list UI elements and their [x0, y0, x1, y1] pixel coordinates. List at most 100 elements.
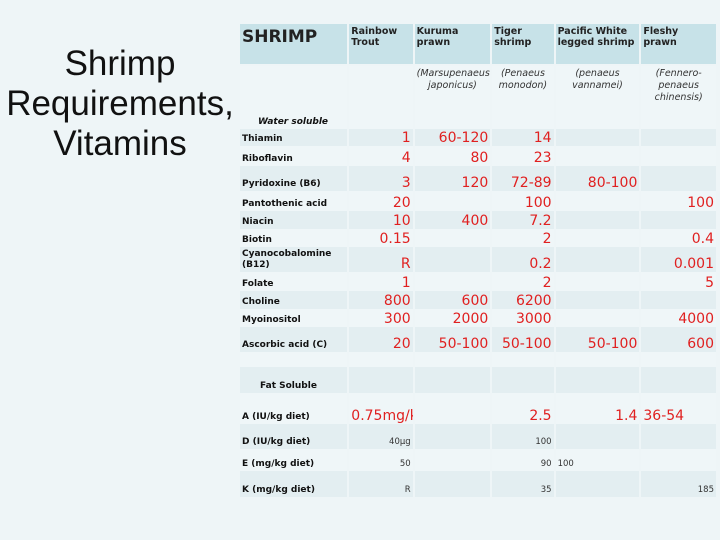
table-row: K (mg/kg diet) R 35 185 [240, 471, 716, 497]
table-row: Choline 800 600 6200 [240, 291, 716, 309]
table-row: Pantothenic acid 20 100 100 [240, 191, 716, 211]
table-row: Biotin 0.15 2 0.4 [240, 229, 716, 247]
value-cell: 120 [414, 166, 491, 191]
value-cell: 60-120 [414, 129, 491, 146]
value-cell [414, 191, 491, 211]
value-cell: 20 [349, 327, 413, 352]
value-cell: R [349, 247, 413, 272]
row-label: E (mg/kg diet) [240, 449, 348, 471]
value-cell [414, 471, 491, 497]
row-label: Folate [240, 272, 348, 291]
value-cell: 185 [641, 471, 716, 497]
value-cell [555, 471, 640, 497]
value-cell: 100 [492, 424, 554, 449]
table-row: Riboflavin 4 80 23 [240, 146, 716, 166]
value-cell: 50-100 [414, 327, 491, 352]
species-row: (Marsupenaeus japonicus) (Penaeus monodon… [240, 66, 716, 104]
value-cell: R [349, 471, 413, 497]
value-cell: 4000 [641, 309, 716, 327]
row-label: Thiamin [240, 129, 348, 146]
value-cell: 3000 [492, 309, 554, 327]
value-cell: 2 [492, 229, 554, 247]
table-row: D (IU/kg diet) 40µg 100 [240, 424, 716, 449]
species-cell [349, 66, 413, 104]
row-label: Niacin [240, 211, 348, 229]
species-cell: (Penaeus monodon) [492, 66, 554, 104]
value-cell [555, 104, 640, 129]
slide-title: Shrimp Requirements, Vitamins [6, 44, 234, 163]
value-cell: 50-100 [492, 327, 554, 352]
row-label [240, 352, 348, 367]
value-cell: 1.4 [555, 393, 640, 424]
row-label: Cyanocobalomine (B12) [240, 247, 348, 272]
value-cell: 100 [641, 191, 716, 211]
value-cell: 6200 [492, 291, 554, 309]
column-header: Tiger shrimp [492, 24, 554, 66]
table-row: A (IU/kg diet)0.75mg/kg 2.51.436-54 [240, 393, 716, 424]
value-cell [414, 367, 491, 393]
value-cell [641, 449, 716, 471]
column-header: Fleshy prawn [641, 24, 716, 66]
value-cell: 0.2 [492, 247, 554, 272]
value-cell [641, 424, 716, 449]
value-cell: 400 [414, 211, 491, 229]
column-header: SHRIMP [240, 24, 348, 66]
value-cell [555, 229, 640, 247]
value-cell [555, 367, 640, 393]
value-cell [555, 272, 640, 291]
row-label: D (IU/kg diet) [240, 424, 348, 449]
value-cell [641, 367, 716, 393]
value-cell: 600 [414, 291, 491, 309]
value-cell: 2000 [414, 309, 491, 327]
value-cell: 0.4 [641, 229, 716, 247]
species-cell: (Marsupenaeus japonicus) [414, 66, 491, 104]
table-row: Cyanocobalomine (B12) R 0.2 0.001 [240, 247, 716, 272]
value-cell [641, 129, 716, 146]
value-cell [414, 229, 491, 247]
row-label: A (IU/kg diet) [240, 393, 348, 424]
value-cell: 0.15 [349, 229, 413, 247]
value-cell [492, 352, 554, 367]
value-cell [414, 247, 491, 272]
row-label: Riboflavin [240, 146, 348, 166]
value-cell: 40µg [349, 424, 413, 449]
vitamin-requirements-table: SHRIMP Rainbow Trout Kuruma prawn Tiger shr… [238, 24, 718, 497]
value-cell: 800 [349, 291, 413, 309]
row-label: Fat Soluble [240, 367, 348, 393]
value-cell [414, 449, 491, 471]
value-cell [641, 211, 716, 229]
value-cell [492, 367, 554, 393]
value-cell [555, 424, 640, 449]
value-cell [555, 129, 640, 146]
column-header: Kuruma prawn [414, 24, 491, 66]
value-cell [414, 424, 491, 449]
value-cell: 100 [555, 449, 640, 471]
species-cell: (Fennero-penaeus chinensis) [641, 66, 716, 104]
value-cell: 2.5 [492, 393, 554, 424]
value-cell [555, 352, 640, 367]
table-row: Pyridoxine (B6) 3 120 72-89 80-100 [240, 166, 716, 191]
value-cell: 10 [349, 211, 413, 229]
value-cell [555, 291, 640, 309]
row-label: Choline [240, 291, 348, 309]
table-row: Ascorbic acid (C) 20 50-100 50-100 50-100 600 [240, 327, 716, 352]
value-cell: 36-54 [641, 393, 716, 424]
value-cell [414, 352, 491, 367]
table-row: Niacin 10 400 7.2 [240, 211, 716, 229]
value-cell: 0.75mg/kg [349, 393, 413, 424]
value-cell: 80-100 [555, 166, 640, 191]
value-cell: 300 [349, 309, 413, 327]
table-row: Myoinositol 300 2000 3000 4000 [240, 309, 716, 327]
value-cell [492, 104, 554, 129]
row-label: Water soluble [240, 104, 348, 129]
value-cell: 0.001 [641, 247, 716, 272]
table-row: Water soluble [240, 104, 716, 129]
value-cell: 4 [349, 146, 413, 166]
header-row: SHRIMP Rainbow Trout Kuruma prawn Tiger shr… [240, 24, 716, 66]
table-row [240, 352, 716, 367]
value-cell [641, 146, 716, 166]
value-cell: 5 [641, 272, 716, 291]
value-cell [641, 166, 716, 191]
value-cell [555, 191, 640, 211]
row-label: Pantothenic acid [240, 191, 348, 211]
